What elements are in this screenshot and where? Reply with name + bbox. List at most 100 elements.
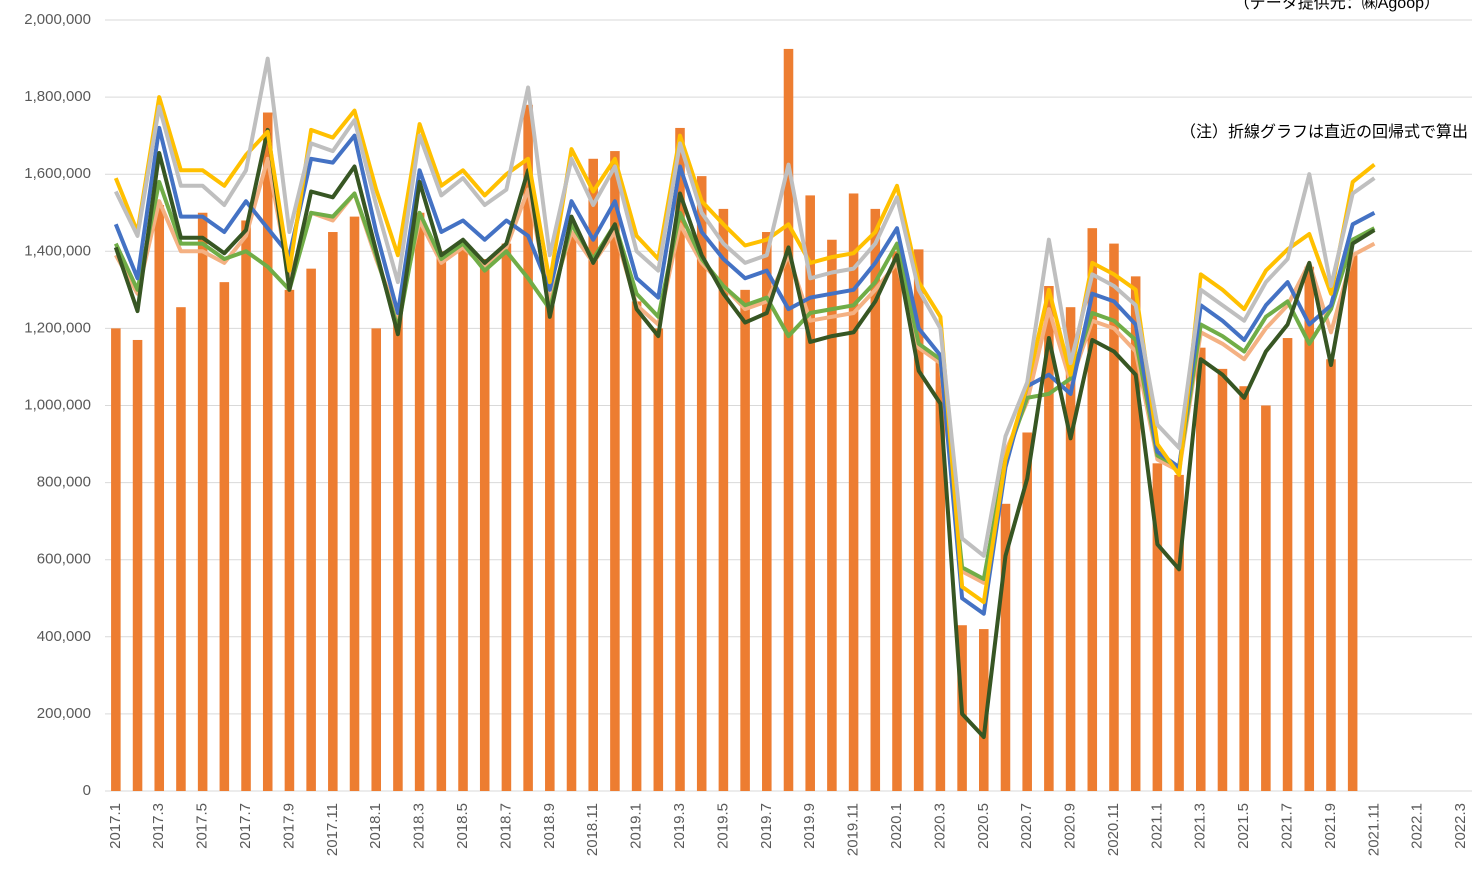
x-tick-label: 2020.11 xyxy=(1105,803,1122,856)
bar xyxy=(1065,307,1076,791)
y-tick-label: 2,000,000 xyxy=(24,11,91,28)
x-tick-label: 2021.3 xyxy=(1192,803,1209,849)
bar xyxy=(827,239,837,792)
y-tick-label: 1,000,000 xyxy=(24,396,91,413)
bar xyxy=(740,289,750,791)
x-tick-label: 2019.11 xyxy=(845,803,862,856)
line-series xyxy=(113,127,1376,739)
bar xyxy=(892,251,902,792)
bar xyxy=(306,268,316,792)
source-note: （データ提供元：㈱Agoop） xyxy=(1234,0,1440,12)
bar xyxy=(1044,285,1054,791)
x-tick-label: 2022.1 xyxy=(1409,803,1426,849)
bar xyxy=(393,309,403,791)
x-tick-label: 2019.5 xyxy=(714,803,731,849)
bar xyxy=(262,112,273,791)
x-tick-label: 2017.1 xyxy=(107,803,124,849)
bar xyxy=(1304,266,1315,792)
bar xyxy=(1130,276,1141,791)
bar xyxy=(328,232,338,791)
x-tick-label: 2018.1 xyxy=(367,803,384,849)
x-tick-label: 2021.11 xyxy=(1365,803,1382,856)
x-tick-label: 2018.9 xyxy=(541,803,558,849)
x-tick-label: 2021.7 xyxy=(1279,803,1296,849)
bar xyxy=(935,355,946,791)
bar xyxy=(132,339,143,791)
y-tick-label: 1,600,000 xyxy=(24,165,91,182)
bar xyxy=(979,629,989,791)
bar xyxy=(1326,359,1336,791)
x-tick-label: 2018.5 xyxy=(454,803,471,849)
line-series xyxy=(113,179,1376,581)
x-tick-label: 2017.3 xyxy=(150,803,167,849)
bar xyxy=(501,243,512,792)
x-tick-label: 2021.1 xyxy=(1148,803,1165,849)
bar xyxy=(241,220,251,791)
bar xyxy=(1239,386,1249,791)
bar xyxy=(566,232,577,791)
x-tick-label: 2020.9 xyxy=(1062,803,1079,849)
bar xyxy=(523,104,533,791)
bar xyxy=(653,328,664,791)
bar xyxy=(349,216,360,792)
bar xyxy=(479,259,490,791)
bar xyxy=(284,289,295,791)
bar xyxy=(176,307,186,791)
bar xyxy=(805,195,815,792)
bar xyxy=(458,243,468,792)
bar xyxy=(783,48,794,792)
bar xyxy=(1261,405,1271,791)
bar xyxy=(219,282,230,791)
x-tick-label: 2018.11 xyxy=(584,803,601,856)
bar xyxy=(1195,347,1206,791)
bar xyxy=(436,251,447,792)
y-tick-label: 800,000 xyxy=(37,474,91,491)
x-tick-label: 2020.3 xyxy=(931,803,948,849)
method-note: （注）折線グラフは直近の回帰式で算出 xyxy=(1180,122,1468,141)
x-tick-label: 2019.3 xyxy=(671,803,688,849)
x-tick-label: 2021.9 xyxy=(1322,803,1339,849)
y-tick-label: 1,400,000 xyxy=(24,242,91,259)
bar xyxy=(631,301,642,791)
bar xyxy=(1152,463,1163,791)
x-tick-label: 2019.9 xyxy=(801,803,818,849)
x-tick-label: 2020.5 xyxy=(975,803,992,849)
y-tick-label: 600,000 xyxy=(37,551,91,568)
line-series xyxy=(113,95,1376,605)
line-series xyxy=(114,56,1376,558)
bar xyxy=(1022,432,1032,791)
bar xyxy=(154,205,165,792)
bar xyxy=(610,151,620,791)
x-tick-label: 2022.3 xyxy=(1452,803,1469,849)
bar xyxy=(1109,243,1119,792)
x-tick-label: 2017.9 xyxy=(280,803,297,849)
bar xyxy=(1217,368,1228,791)
x-tick-label: 2017.5 xyxy=(194,803,211,849)
bar xyxy=(675,127,685,791)
bar xyxy=(1282,338,1293,791)
bar xyxy=(414,212,425,791)
x-tick-label: 2018.7 xyxy=(497,803,514,849)
x-tick-label: 2017.11 xyxy=(324,803,341,856)
bar xyxy=(197,212,208,791)
bar xyxy=(371,328,382,791)
bar xyxy=(913,249,924,791)
bar xyxy=(762,232,772,791)
x-tick-label: 2020.1 xyxy=(888,803,905,849)
x-tick-label: 2020.7 xyxy=(1018,803,1035,849)
y-tick-label: 200,000 xyxy=(37,705,91,722)
bar xyxy=(588,158,598,791)
x-tick-label: 2019.7 xyxy=(758,803,775,849)
bar xyxy=(696,176,707,791)
x-tick-label: 2021.5 xyxy=(1235,803,1252,849)
y-tick-label: 1,800,000 xyxy=(24,88,91,105)
bar xyxy=(545,305,555,791)
bar xyxy=(1087,228,1098,792)
x-tick-label: 2019.1 xyxy=(628,803,645,849)
bar xyxy=(848,193,859,792)
x-tick-label: 2017.7 xyxy=(237,803,254,849)
y-tick-label: 1,200,000 xyxy=(24,319,91,336)
bar xyxy=(870,208,881,791)
y-tick-label: 0 xyxy=(83,782,91,799)
